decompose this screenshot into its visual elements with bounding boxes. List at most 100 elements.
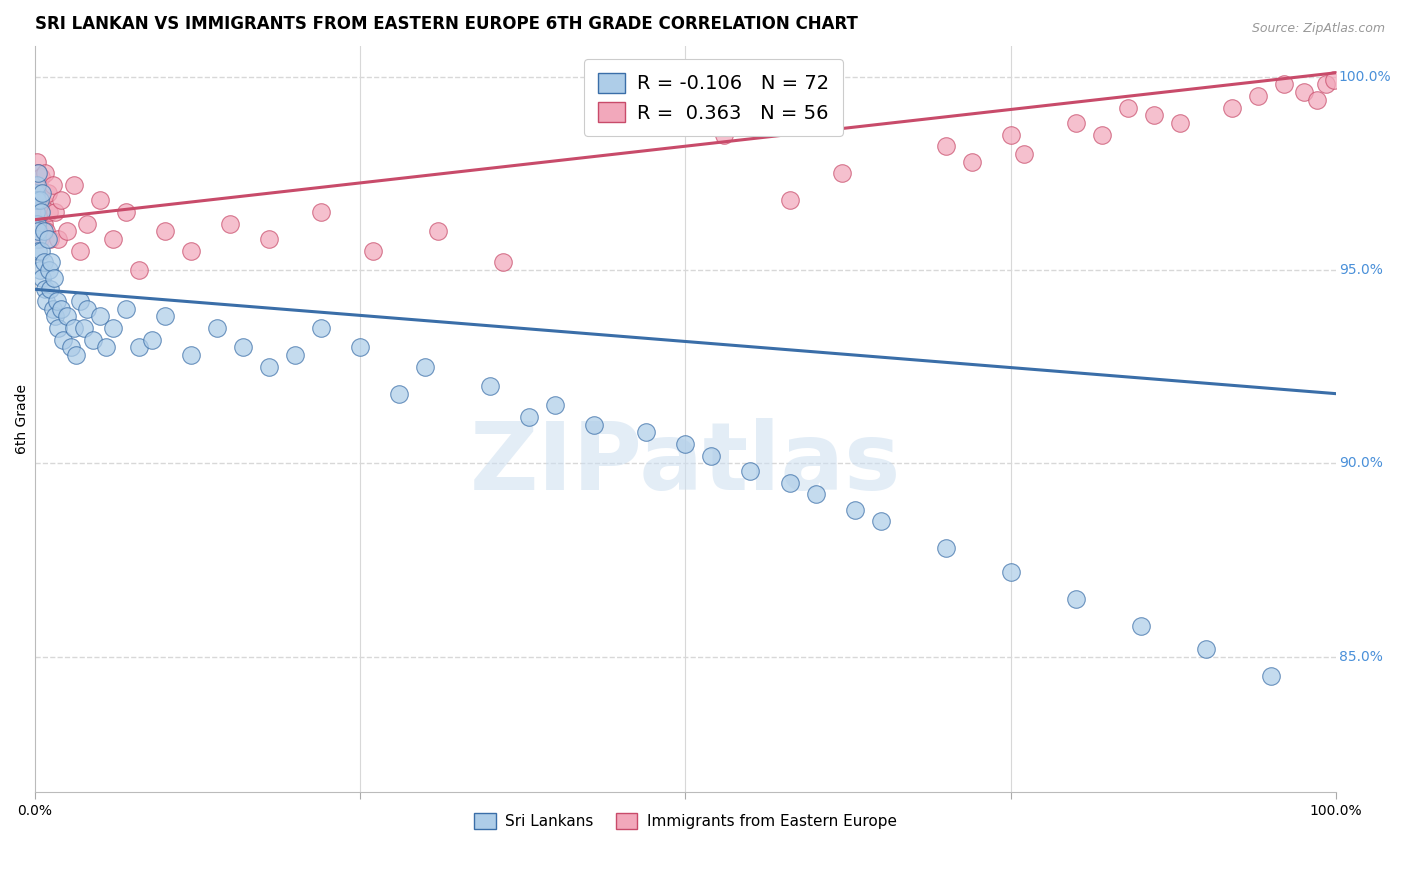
Point [1220,101,1243,115]
Point [73,321,96,335]
Point [1168,116,1191,130]
Point [44,205,66,219]
Point [25,194,48,208]
Point [361,244,384,258]
Point [25,178,48,192]
Point [1012,147,1035,161]
Point [309,321,332,335]
Point [30,205,52,219]
Point [1064,591,1087,606]
Point [31,270,53,285]
Point [28,186,51,200]
Point [41,255,63,269]
Point [25,217,48,231]
Point [779,475,801,490]
Point [935,139,957,153]
Point [25,194,48,208]
Point [42,178,65,192]
Point [69,244,91,258]
Point [935,541,957,556]
Point [544,398,567,412]
Point [56,310,79,324]
Point [44,310,66,324]
Point [479,379,502,393]
Point [45,293,67,308]
Point [31,194,53,208]
Point [128,340,150,354]
Point [180,348,202,362]
Point [25,154,48,169]
Point [62,321,84,335]
Point [779,194,801,208]
Point [349,340,371,354]
Point [218,217,240,231]
Point [205,321,228,335]
Point [413,359,436,374]
Point [101,232,124,246]
Point [69,293,91,308]
Point [28,232,51,246]
Point [388,386,411,401]
Text: ZIPatlas: ZIPatlas [470,417,901,509]
Point [1292,85,1315,99]
Point [673,437,696,451]
Point [1272,78,1295,92]
Point [128,263,150,277]
Point [1247,89,1270,103]
Point [46,232,69,246]
Point [28,263,51,277]
Point [46,321,69,335]
Point [1315,78,1337,92]
Point [35,224,58,238]
Point [960,154,983,169]
Point [34,282,56,296]
Text: 95.0%: 95.0% [1339,263,1382,277]
Point [1091,128,1114,142]
Point [284,348,307,362]
Text: 100.0%: 100.0% [1339,70,1392,84]
Point [37,232,59,246]
Point [35,293,58,308]
Point [39,232,62,246]
Point [114,205,136,219]
Point [62,178,84,192]
Point [1195,641,1218,656]
Point [65,348,87,362]
Point [114,301,136,316]
Point [427,224,450,238]
Point [257,232,280,246]
Point [101,321,124,335]
Point [27,217,49,231]
Point [492,255,515,269]
Point [153,224,176,238]
Point [42,270,65,285]
Text: 85.0%: 85.0% [1339,649,1382,664]
Point [37,186,59,200]
Point [76,301,98,316]
Point [32,255,55,269]
Point [153,310,176,324]
Point [32,224,55,238]
Point [38,205,60,219]
Point [636,425,658,440]
Point [32,217,55,231]
Point [869,514,891,528]
Point [49,301,72,316]
Text: Source: ZipAtlas.com: Source: ZipAtlas.com [1251,22,1385,36]
Point [25,201,48,215]
Point [56,224,79,238]
Point [27,244,49,258]
Point [27,166,49,180]
Point [30,170,52,185]
Point [28,194,51,208]
Point [59,340,82,354]
Point [30,205,52,219]
Point [94,340,117,354]
Point [89,310,111,324]
Point [42,301,65,316]
Point [30,244,52,258]
Point [1000,565,1022,579]
Point [309,205,332,219]
Point [804,487,827,501]
Point [49,194,72,208]
